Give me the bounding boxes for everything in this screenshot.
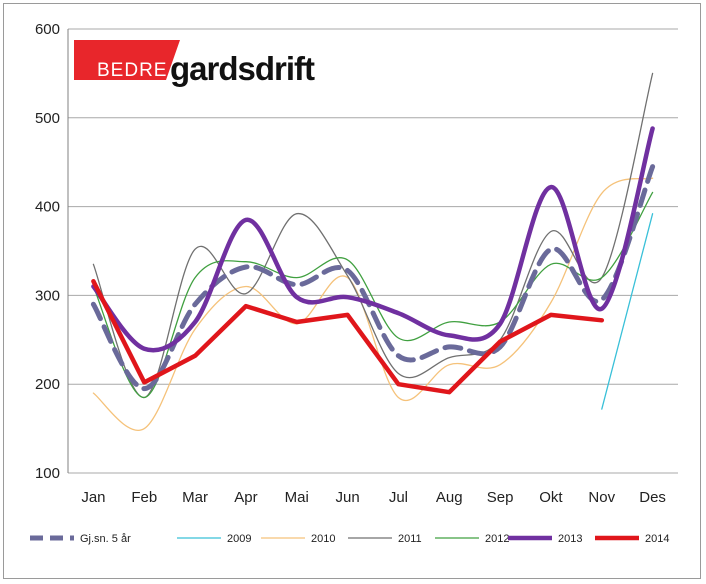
x-tick-label: Mai: [285, 489, 309, 506]
y-tick-label: 100: [35, 465, 60, 482]
series-line-2013: [91, 126, 655, 353]
x-tick-label: Jun: [335, 489, 359, 506]
x-tick-label: Nov: [588, 489, 615, 506]
series-line-2010: [92, 177, 654, 432]
x-tick-label: Feb: [131, 489, 157, 506]
legend-label-2012: 2012: [485, 533, 509, 545]
legend-label-gj-sn-5-r: Gj.sn. 5 år: [80, 533, 131, 545]
x-tick-label: Mar: [182, 489, 208, 506]
y-tick-label: 200: [35, 376, 60, 393]
x-tick-label: Apr: [234, 489, 257, 506]
x-axis-ticks: Jan Feb Mar Apr Mai Jun Jul Aug Sep Okt Nov Des: [81, 489, 666, 506]
series-line-2012: [92, 191, 654, 399]
logo-black-text: gardsdrift: [170, 50, 315, 87]
x-tick-label: Des: [639, 489, 666, 506]
legend-label-2013: 2013: [558, 533, 582, 545]
series-line-2011: [92, 72, 654, 399]
x-tick-label: Okt: [539, 489, 563, 506]
logo: BEDRE gardsdrift: [74, 40, 316, 87]
y-tick-label: 600: [35, 21, 60, 38]
x-tick-label: Sep: [487, 489, 514, 506]
y-tick-label: 500: [35, 110, 60, 127]
legend: Gj.sn. 5 år 2009 2010 2011 2012 2013 2014: [30, 533, 669, 545]
x-tick-label: Jul: [389, 489, 408, 506]
legend-label-2010: 2010: [311, 533, 335, 545]
legend-label-2014: 2014: [645, 533, 669, 545]
series-lines: [90, 72, 656, 432]
legend-label-2009: 2009: [227, 533, 251, 545]
logo-red-block: [74, 40, 180, 80]
series-line-gj-sn-5-r: [90, 164, 656, 392]
y-tick-label: 400: [35, 199, 60, 216]
x-tick-label: Aug: [436, 489, 463, 506]
series-line-2014: [91, 278, 605, 395]
x-tick-label: Jan: [81, 489, 105, 506]
y-axis-ticks: 100 200 300 400 500 600: [35, 21, 60, 482]
y-tick-label: 300: [35, 287, 60, 304]
logo-red-text: BEDRE: [97, 60, 167, 81]
series-line-2009: [601, 213, 654, 410]
legend-label-2011: 2011: [398, 533, 422, 545]
